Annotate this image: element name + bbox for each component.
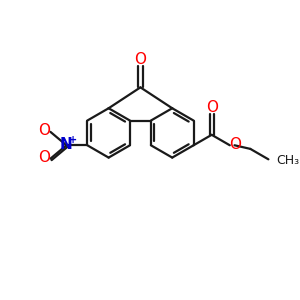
Text: O: O <box>206 100 218 115</box>
Text: O: O <box>38 150 50 165</box>
Text: O: O <box>230 137 242 152</box>
Text: O: O <box>38 123 50 138</box>
Text: CH₃: CH₃ <box>276 154 299 167</box>
Text: O: O <box>134 52 146 68</box>
Text: +: + <box>69 135 77 145</box>
Text: N: N <box>60 137 73 152</box>
